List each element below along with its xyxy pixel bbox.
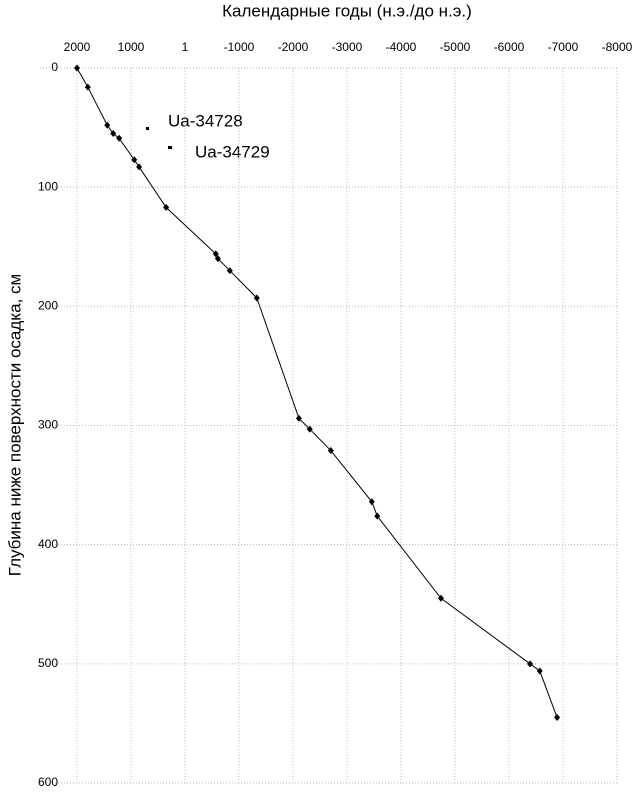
annotation: Ua-34728: [168, 111, 243, 130]
data-point: [104, 121, 111, 129]
annotation-marker: [146, 127, 149, 130]
annotation-marker: [168, 146, 172, 149]
series-line: [76, 67, 558, 718]
data-point: [131, 156, 138, 164]
data-point: [116, 134, 123, 142]
data-point: [306, 425, 313, 433]
y-tick-label: 100: [38, 179, 58, 193]
x-tick-label: 1: [182, 40, 189, 54]
data-point: [226, 267, 233, 275]
x-tick-label: -2000: [278, 40, 309, 54]
data-point: [253, 294, 260, 302]
x-tick-label: 1000: [118, 40, 145, 54]
data-point: [374, 512, 381, 520]
x-tick-label: -1000: [224, 40, 255, 54]
data-point: [327, 447, 334, 455]
data-point: [136, 163, 143, 171]
x-tick-label: -4000: [386, 40, 417, 54]
y-tick-label: 0: [51, 60, 58, 74]
data-point: [163, 203, 170, 211]
data-point: [212, 250, 219, 258]
data-point: [110, 130, 117, 138]
x-tick-label: -7000: [548, 40, 579, 54]
y-tick-label: 300: [38, 418, 58, 432]
data-point: [368, 498, 375, 506]
y-tick-label: 600: [38, 775, 58, 789]
chart-title: Календарные годы (н.э./до н.э.): [222, 1, 472, 20]
x-tick-label: -8000: [602, 40, 633, 54]
x-tick-label: 2000: [64, 40, 91, 54]
data-point: [74, 64, 80, 72]
data-point: [554, 713, 561, 721]
x-tick-label: -3000: [332, 40, 363, 54]
data-point: [84, 83, 91, 91]
data-point: [437, 594, 444, 602]
y-tick-label: 200: [38, 299, 58, 313]
x-tick-label: -5000: [440, 40, 471, 54]
data-point: [214, 255, 221, 263]
data-point: [536, 667, 543, 675]
y-axis-label: Глубина ниже поверхности осадка, см: [5, 274, 24, 576]
annotation: Ua-34729: [195, 142, 270, 161]
data-point: [527, 660, 534, 668]
x-tick-label: -6000: [494, 40, 525, 54]
y-tick-label: 500: [38, 656, 58, 670]
y-tick-label: 400: [38, 537, 58, 551]
data-point: [295, 414, 302, 422]
